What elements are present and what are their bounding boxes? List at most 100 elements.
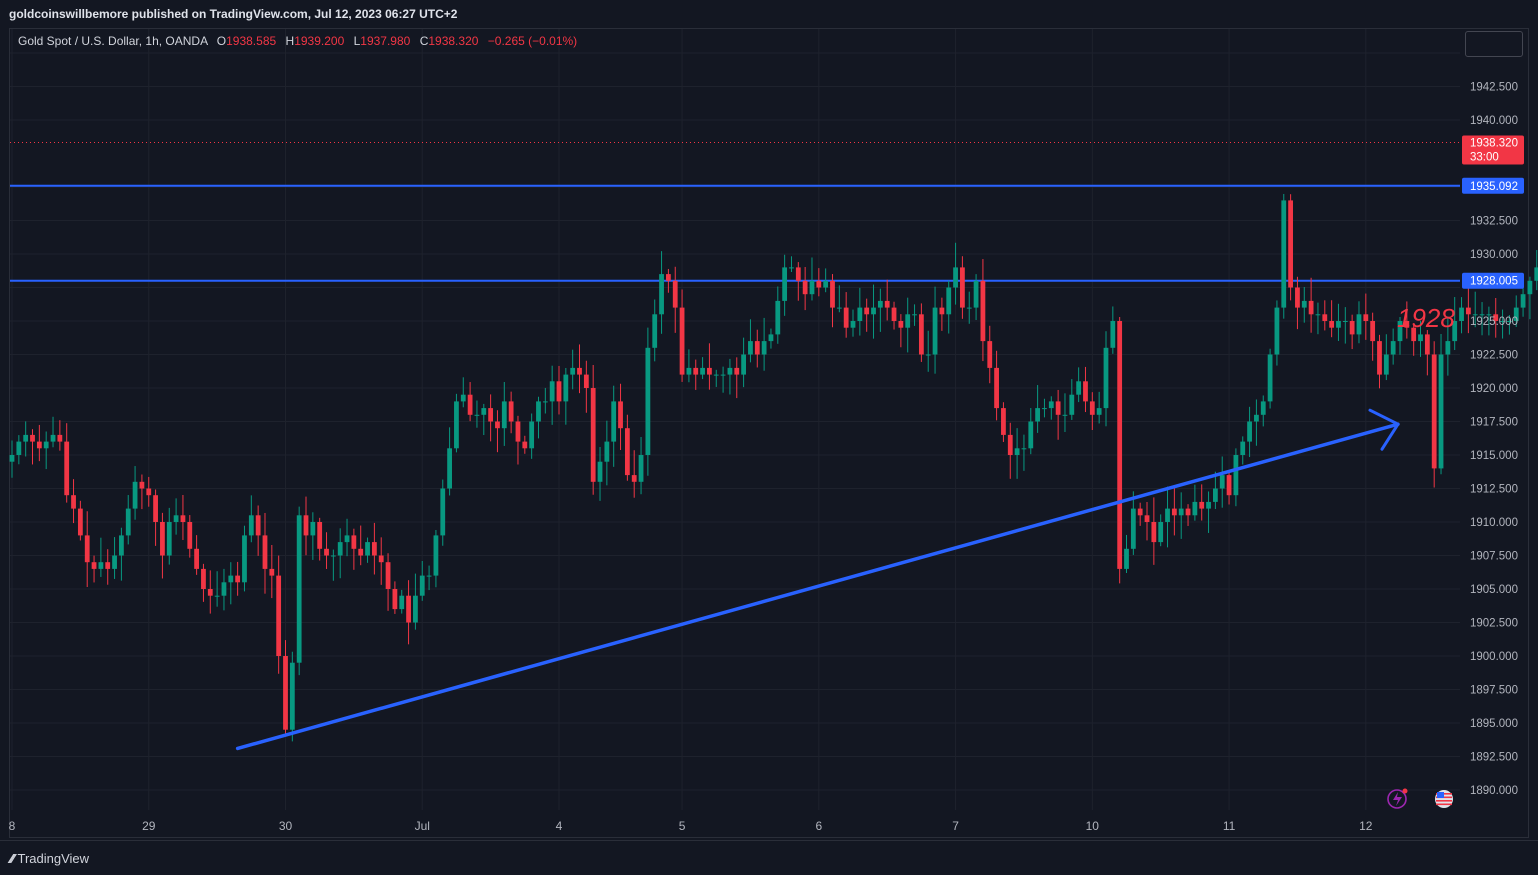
candle-body <box>98 562 104 569</box>
level-price-badge <box>1462 177 1524 194</box>
lightning-icon <box>1387 789 1407 809</box>
candle-body <box>905 314 911 328</box>
candle-body <box>645 347 651 455</box>
candle-body <box>1356 314 1362 335</box>
open-label: O <box>216 34 227 48</box>
time-tick-label: 8 <box>9 819 16 833</box>
candle-body <box>1206 501 1211 509</box>
candle-body <box>1110 321 1116 348</box>
candle-body <box>112 555 117 569</box>
candle-body <box>1459 307 1464 321</box>
candle-body <box>925 354 931 356</box>
candle-body <box>16 441 22 455</box>
candle-body <box>939 307 945 315</box>
candle-body <box>1404 321 1410 328</box>
candle-body <box>406 595 411 623</box>
candle-body <box>734 367 740 375</box>
time-tick-label: 10 <box>1086 819 1100 833</box>
candle-body <box>789 267 794 269</box>
candle-body <box>467 394 473 415</box>
candle-body <box>419 575 425 596</box>
candle-body <box>1336 321 1341 328</box>
candle-body <box>132 481 138 509</box>
candle-body <box>898 321 904 328</box>
candle-body <box>563 374 569 402</box>
price-tick-label: 1942.500 <box>1470 82 1518 94</box>
flag-stripe <box>1436 800 1452 802</box>
candle-body <box>809 280 815 295</box>
candle-body <box>1014 448 1020 455</box>
candle-body <box>1042 408 1047 410</box>
candle-body <box>918 314 924 355</box>
candle-body <box>1240 441 1246 455</box>
last-price-value: 1938.320 <box>1470 138 1518 150</box>
candle-body <box>1315 314 1321 316</box>
candle-body <box>269 568 275 576</box>
candle-body <box>1363 314 1369 321</box>
candle-body <box>1178 508 1184 516</box>
annotation-1928: 1928 <box>1397 303 1455 333</box>
candle-body <box>440 488 446 536</box>
candle-body <box>693 367 699 375</box>
price-tick-label: 1932.500 <box>1470 216 1518 228</box>
candle-body <box>570 367 576 375</box>
low-label: L <box>353 34 361 48</box>
candle-body <box>180 515 186 522</box>
candle-body <box>864 307 870 315</box>
candle-body <box>522 441 528 449</box>
candle-body <box>946 287 952 315</box>
candle-body <box>666 274 671 281</box>
candles <box>9 193 1538 742</box>
candle-body <box>761 341 767 355</box>
candle-body <box>1212 488 1218 502</box>
candle-body <box>1247 421 1252 442</box>
candle-body <box>966 307 972 309</box>
candle-body <box>488 408 494 422</box>
trendline-arrowhead <box>1368 408 1400 451</box>
last-price-badge <box>1462 135 1524 165</box>
candle-body <box>1513 307 1519 321</box>
candle-body <box>1144 515 1150 522</box>
flag-stripe <box>1436 803 1452 806</box>
trendline-line <box>235 422 1400 751</box>
candle-body <box>556 381 562 402</box>
candle-body <box>201 568 206 589</box>
candle-body <box>1274 307 1280 355</box>
axis-settings-box[interactable] <box>1465 31 1523 57</box>
candle-body <box>836 307 842 309</box>
candle-body <box>857 307 863 321</box>
candle-body <box>413 595 418 623</box>
candle-body <box>1096 408 1102 415</box>
high-label: H <box>285 34 295 48</box>
candle-body <box>1089 401 1095 415</box>
chart-frame[interactable] <box>9 28 1529 838</box>
candle-body <box>775 300 781 335</box>
candle-body <box>1349 321 1355 335</box>
candle-body <box>105 562 111 569</box>
candle-body <box>700 367 705 375</box>
candle-body <box>454 401 459 449</box>
time-tick-label: 7 <box>952 819 959 833</box>
candle-body <box>850 321 856 328</box>
candle-body <box>987 341 993 368</box>
candle-body <box>590 388 596 482</box>
candle-body <box>283 656 288 730</box>
candle-body <box>768 334 774 342</box>
symbol-name: Gold Spot / U.S. Dollar, 1h, OANDA <box>18 34 208 48</box>
low-value: 1937.980 <box>360 34 411 48</box>
candle-body <box>173 515 179 522</box>
tradingview-logo[interactable]: ⁄⁄⁄ TradingView <box>10 851 89 866</box>
candle-body <box>36 441 42 449</box>
candle-body <box>1130 508 1136 549</box>
price-tick-label: 1890.000 <box>1470 785 1518 797</box>
candle-body <box>310 522 316 536</box>
candle-body <box>214 595 220 597</box>
candle-body <box>1418 334 1423 342</box>
candle-body <box>248 515 254 536</box>
candle-body <box>1507 321 1512 322</box>
candle-body <box>23 434 29 442</box>
candle-body <box>1472 314 1478 316</box>
candle-body <box>1479 314 1485 316</box>
candle-body <box>802 280 808 295</box>
